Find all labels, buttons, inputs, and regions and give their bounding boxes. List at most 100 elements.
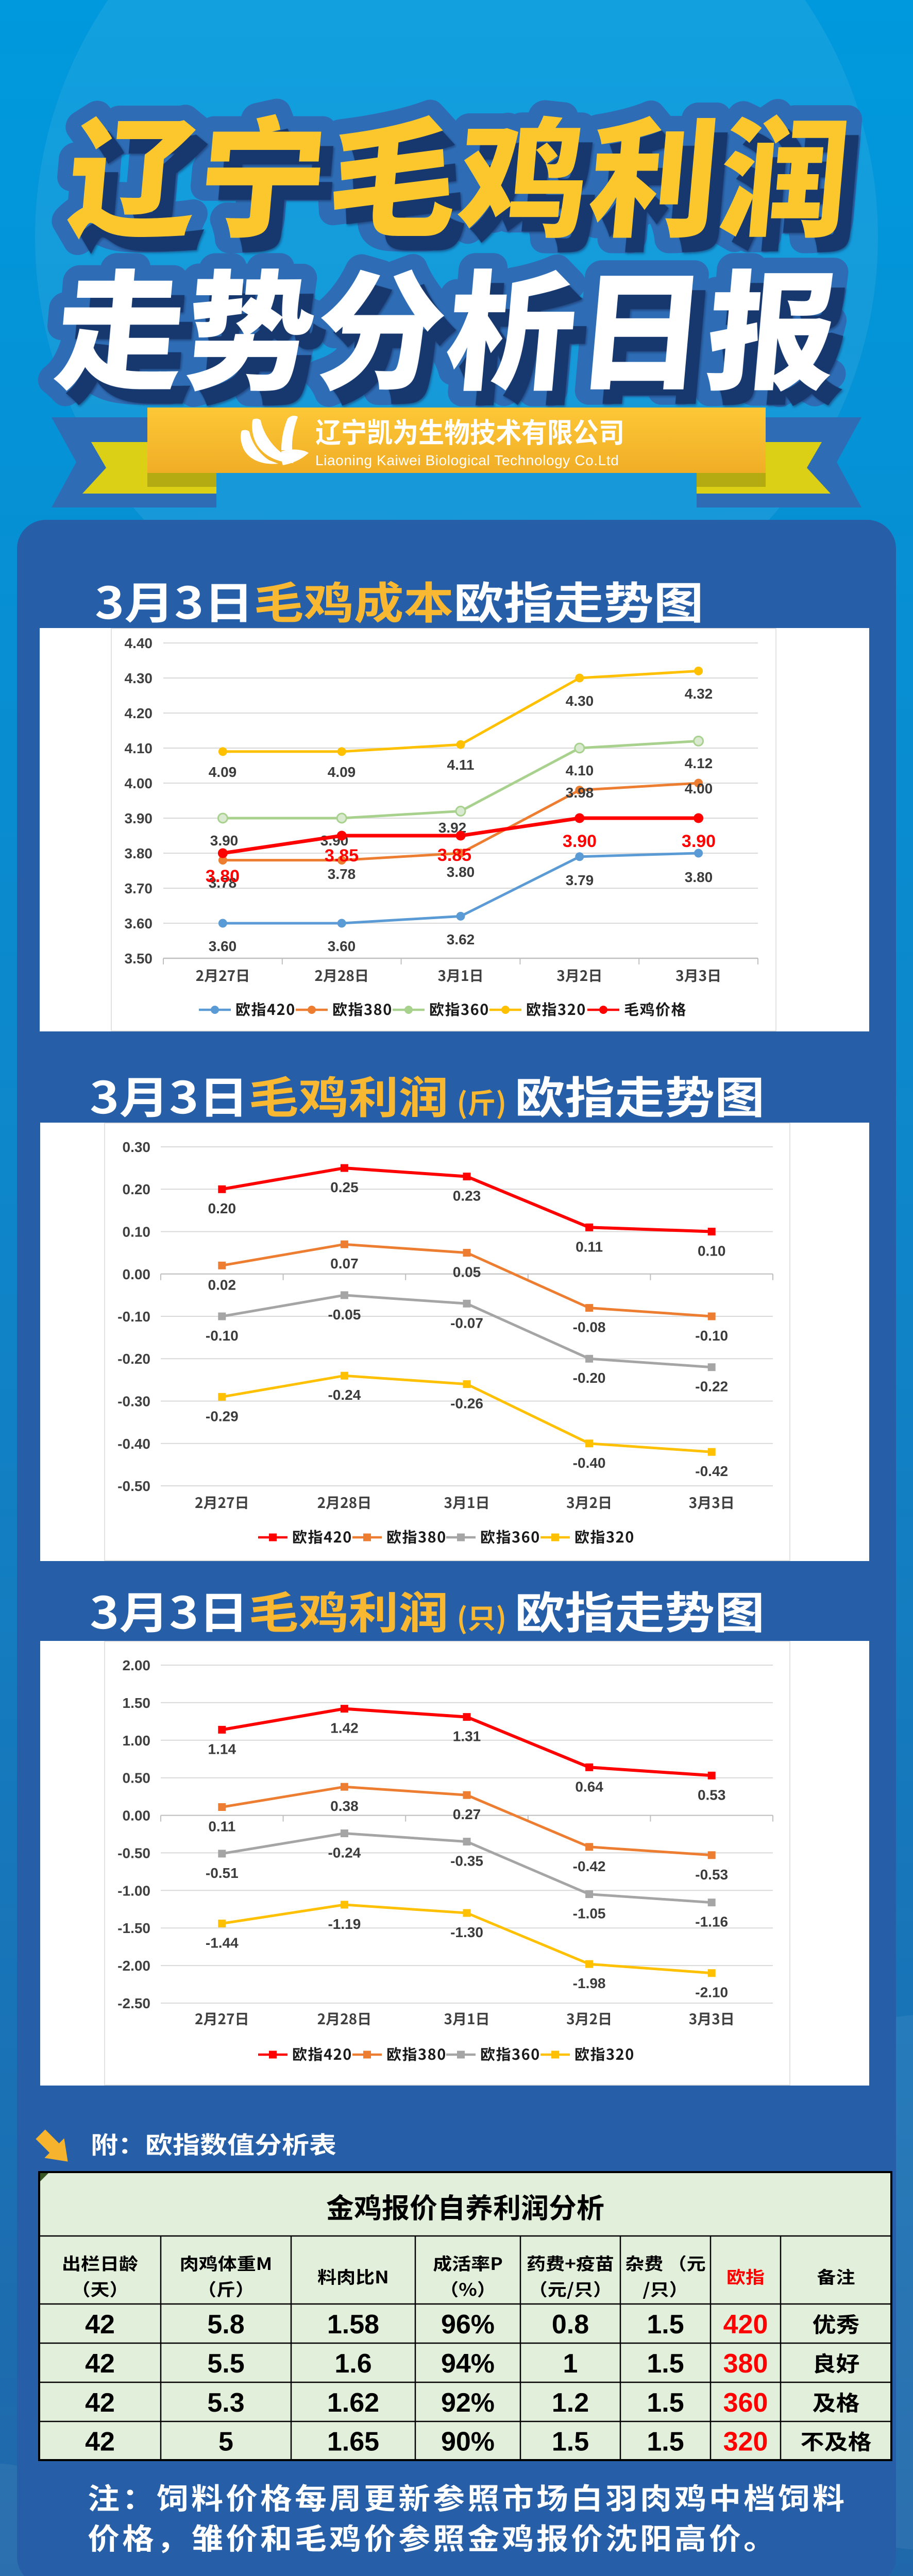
svg-text:3.79: 3.79	[566, 872, 594, 888]
svg-text:0.07: 0.07	[330, 1256, 359, 1272]
svg-text:-0.10: -0.10	[206, 1328, 239, 1344]
svg-text:-0.53: -0.53	[695, 1867, 728, 1883]
svg-text:0.00: 0.00	[123, 1808, 151, 1824]
svg-text:4.20: 4.20	[125, 705, 153, 721]
svg-text:3.90: 3.90	[682, 832, 716, 851]
svg-text:-0.22: -0.22	[695, 1379, 728, 1395]
svg-text:5.3: 5.3	[207, 2388, 244, 2418]
svg-text:1.5: 1.5	[647, 2427, 684, 2457]
svg-text:0.23: 0.23	[453, 1188, 481, 1204]
svg-text:Liaoning Kaiwei Biological Tec: Liaoning Kaiwei Biological Technology Co…	[315, 452, 619, 468]
svg-text:0.11: 0.11	[208, 1819, 235, 1835]
svg-text:3.80: 3.80	[125, 845, 153, 861]
svg-text:1.6: 1.6	[334, 2349, 371, 2379]
svg-text:-1.30: -1.30	[450, 1924, 483, 1940]
svg-text:1.5: 1.5	[647, 2310, 684, 2340]
svg-text:0.25: 0.25	[330, 1179, 359, 1195]
svg-text:1.31: 1.31	[453, 1728, 481, 1744]
svg-text:2.00: 2.00	[123, 1657, 151, 1673]
svg-text:1.50: 1.50	[123, 1695, 151, 1711]
svg-text:-1.50: -1.50	[117, 1920, 150, 1936]
svg-text:-0.40: -0.40	[573, 1455, 606, 1471]
svg-text:3.78: 3.78	[328, 866, 356, 882]
svg-text:0.05: 0.05	[453, 1264, 481, 1280]
svg-text:-0.20: -0.20	[117, 1351, 150, 1367]
svg-text:96%: 96%	[441, 2310, 495, 2340]
svg-text:-2.00: -2.00	[117, 1958, 150, 1974]
svg-text:-0.24: -0.24	[328, 1845, 361, 1861]
svg-text:3.60: 3.60	[328, 938, 356, 954]
svg-text:3.90: 3.90	[563, 832, 597, 851]
svg-text:3.98: 3.98	[566, 785, 594, 801]
svg-text:320: 320	[723, 2427, 768, 2457]
svg-text:90%: 90%	[441, 2427, 495, 2457]
svg-text:3.62: 3.62	[447, 931, 475, 947]
svg-text:-0.30: -0.30	[117, 1394, 150, 1410]
svg-text:0.20: 0.20	[208, 1200, 236, 1216]
svg-text:4.09: 4.09	[328, 764, 356, 780]
svg-text:-0.26: -0.26	[450, 1396, 483, 1412]
svg-text:0.10: 0.10	[698, 1243, 726, 1259]
svg-text:4.40: 4.40	[125, 635, 153, 651]
svg-text:1.58: 1.58	[327, 2310, 379, 2340]
svg-text:3.90: 3.90	[125, 810, 153, 826]
svg-text:0.8: 0.8	[552, 2310, 589, 2340]
svg-text:-1.00: -1.00	[117, 1883, 150, 1899]
svg-text:0.02: 0.02	[208, 1277, 236, 1293]
svg-text:42: 42	[85, 2310, 115, 2340]
svg-text:-0.20: -0.20	[573, 1370, 606, 1386]
svg-text:-0.40: -0.40	[117, 1436, 150, 1452]
svg-text:3.80: 3.80	[685, 869, 713, 885]
svg-text:3.70: 3.70	[125, 880, 153, 896]
svg-text:1.2: 1.2	[552, 2388, 589, 2418]
svg-text:-2.10: -2.10	[695, 1985, 728, 2001]
svg-text:3.80: 3.80	[447, 864, 475, 880]
svg-text:-0.24: -0.24	[328, 1387, 361, 1403]
svg-text:0.30: 0.30	[123, 1139, 151, 1155]
svg-text:4.00: 4.00	[685, 781, 713, 796]
svg-text:0.11: 0.11	[576, 1239, 603, 1255]
svg-text:360: 360	[723, 2388, 768, 2418]
svg-text:-1.16: -1.16	[695, 1914, 728, 1930]
svg-text:3.80: 3.80	[206, 867, 240, 886]
svg-text:4.11: 4.11	[447, 757, 475, 773]
svg-text:-0.51: -0.51	[206, 1865, 239, 1881]
svg-text:4.12: 4.12	[685, 755, 713, 771]
svg-text:3.60: 3.60	[125, 916, 153, 931]
svg-text:-0.10: -0.10	[695, 1328, 728, 1344]
svg-text:380: 380	[723, 2349, 768, 2379]
svg-text:-0.07: -0.07	[450, 1315, 483, 1331]
svg-text:3.60: 3.60	[209, 938, 237, 954]
svg-text:-0.29: -0.29	[206, 1408, 239, 1424]
svg-text:1.5: 1.5	[647, 2388, 684, 2418]
svg-text:-1.05: -1.05	[573, 1906, 606, 1922]
svg-text:3.85: 3.85	[325, 846, 359, 866]
svg-text:42: 42	[85, 2349, 115, 2379]
svg-text:42: 42	[85, 2388, 115, 2418]
svg-text:5.5: 5.5	[207, 2349, 244, 2379]
svg-text:1.14: 1.14	[208, 1741, 236, 1757]
svg-text:0.64: 0.64	[575, 1778, 603, 1794]
svg-text:1.65: 1.65	[327, 2427, 379, 2457]
svg-text:5: 5	[218, 2427, 233, 2457]
svg-text:-1.44: -1.44	[206, 1935, 239, 1951]
svg-text:-1.19: -1.19	[328, 1916, 361, 1932]
svg-text:0.20: 0.20	[123, 1181, 151, 1197]
svg-text:-0.42: -0.42	[573, 1858, 606, 1874]
svg-text:1.62: 1.62	[327, 2388, 379, 2418]
svg-text:0.53: 0.53	[698, 1787, 726, 1803]
svg-text:4.09: 4.09	[209, 764, 237, 780]
svg-text:4.10: 4.10	[566, 762, 594, 778]
svg-text:4.32: 4.32	[685, 686, 713, 702]
svg-text:-0.08: -0.08	[573, 1319, 606, 1335]
svg-text:-0.42: -0.42	[695, 1463, 728, 1479]
svg-text:4.30: 4.30	[125, 670, 153, 686]
svg-text:4.00: 4.00	[125, 775, 153, 791]
svg-text:-0.35: -0.35	[450, 1853, 483, 1869]
svg-text:42: 42	[85, 2427, 115, 2457]
svg-text:3.85: 3.85	[437, 845, 471, 865]
svg-text:5.8: 5.8	[207, 2310, 244, 2340]
svg-text:94%: 94%	[441, 2349, 495, 2379]
svg-text:92%: 92%	[441, 2388, 495, 2418]
svg-text:0.50: 0.50	[123, 1770, 151, 1786]
